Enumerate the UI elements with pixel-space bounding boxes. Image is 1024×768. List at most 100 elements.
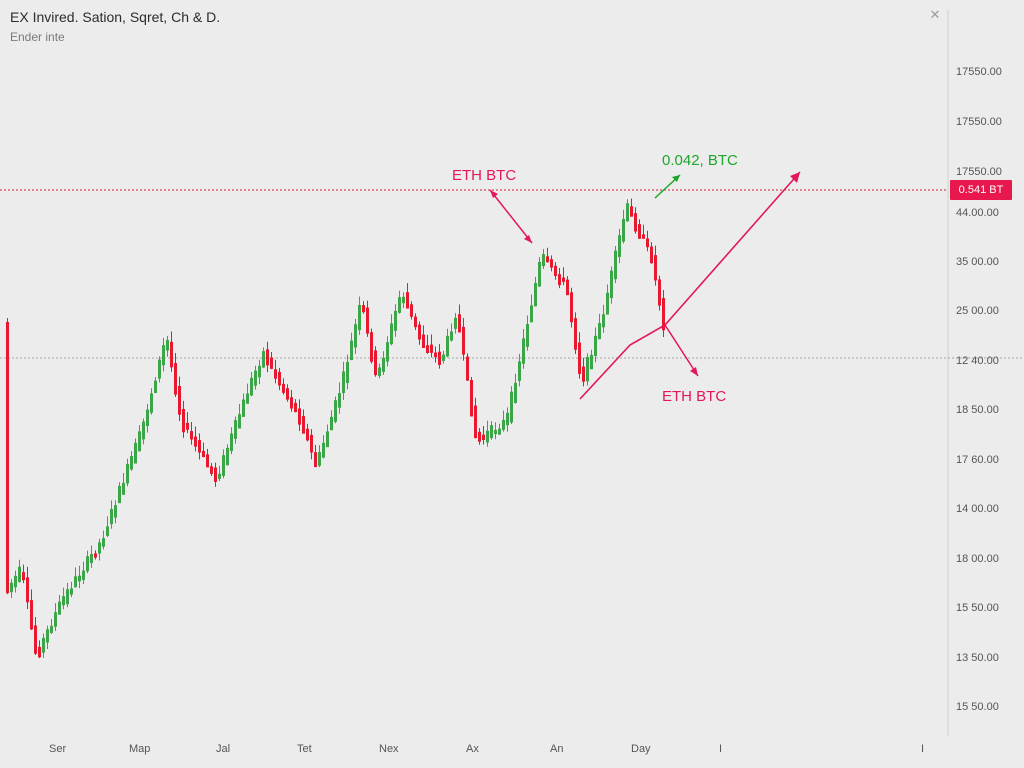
candle-body bbox=[366, 307, 369, 334]
candle-body bbox=[274, 369, 277, 379]
candle-body bbox=[470, 380, 473, 417]
candle-body bbox=[190, 431, 193, 440]
candle-body bbox=[250, 377, 253, 396]
candle-body bbox=[34, 625, 37, 654]
candle-body bbox=[646, 238, 649, 248]
candle-body bbox=[218, 473, 221, 479]
x-tick: I bbox=[921, 743, 924, 755]
candle-body bbox=[382, 357, 385, 372]
candle-body bbox=[54, 612, 57, 627]
candle-body bbox=[230, 433, 233, 452]
candle-body bbox=[510, 391, 513, 423]
candle-body bbox=[406, 292, 409, 309]
candle-body bbox=[362, 305, 365, 313]
candle-body bbox=[590, 354, 593, 370]
x-tick: I bbox=[719, 743, 722, 755]
candle-body bbox=[234, 420, 237, 439]
candle-body bbox=[102, 538, 105, 547]
candle-body bbox=[202, 450, 205, 457]
candle-body bbox=[106, 526, 109, 536]
candle-body bbox=[322, 442, 325, 458]
candle-body bbox=[474, 405, 477, 439]
candle-body bbox=[206, 454, 209, 468]
candle-body bbox=[222, 455, 225, 476]
annotation-label: ETH BTC bbox=[452, 167, 516, 184]
y-tick: 44.00.00 bbox=[956, 207, 999, 219]
x-tick: Ser bbox=[49, 743, 66, 755]
candle-body bbox=[74, 576, 77, 588]
candle-body bbox=[114, 505, 117, 518]
candle-body bbox=[334, 400, 337, 422]
y-tick: 15 50.00 bbox=[956, 701, 999, 713]
candle-body bbox=[282, 383, 285, 393]
candle-body bbox=[130, 456, 133, 470]
candle-body bbox=[134, 442, 137, 464]
candle-body bbox=[414, 316, 417, 328]
annotation-arrow bbox=[664, 324, 699, 377]
candle-body bbox=[294, 402, 297, 413]
y-tick: 14 00.00 bbox=[956, 503, 999, 515]
candle-body bbox=[258, 365, 261, 378]
candle-body bbox=[550, 259, 553, 268]
current-price-badge: 0.541 BT bbox=[950, 180, 1012, 200]
candle-body bbox=[98, 542, 101, 554]
candle-body bbox=[578, 342, 581, 374]
x-tick: Ax bbox=[466, 743, 479, 755]
candle-body bbox=[350, 340, 353, 361]
candle-body bbox=[62, 596, 65, 606]
candle-body bbox=[182, 408, 185, 433]
candle-body bbox=[178, 385, 181, 415]
candle-body bbox=[14, 575, 17, 588]
candle-body bbox=[466, 356, 469, 381]
annotation-arrowhead bbox=[690, 367, 698, 376]
candle-body bbox=[626, 203, 629, 222]
close-icon[interactable]: ✕ bbox=[929, 7, 941, 22]
candle-body bbox=[614, 250, 617, 280]
candle-body bbox=[210, 466, 213, 474]
y-tick: 15 50.00 bbox=[956, 602, 999, 614]
candle-body bbox=[50, 625, 53, 633]
chart-subtitle: Ender inte bbox=[10, 30, 65, 44]
candle-body bbox=[434, 352, 437, 358]
candle-body bbox=[374, 350, 377, 376]
candle-body bbox=[42, 637, 45, 653]
candle-body bbox=[154, 380, 157, 394]
annotations: ETH BTC 0.042, BTC ETH BTC bbox=[452, 152, 801, 405]
candle-body bbox=[126, 464, 129, 484]
candle-body bbox=[390, 323, 393, 345]
candle-body bbox=[78, 575, 81, 582]
candle-body bbox=[306, 428, 309, 441]
candle-body bbox=[514, 382, 517, 403]
candle-body bbox=[490, 425, 493, 439]
candles-group bbox=[6, 198, 665, 659]
candle-body bbox=[438, 351, 441, 365]
candle-body bbox=[426, 345, 429, 353]
candle-body bbox=[142, 421, 145, 440]
candle-body bbox=[82, 570, 85, 580]
y-tick: 35 00.00 bbox=[956, 256, 999, 268]
candle-body bbox=[642, 234, 645, 239]
candle-body bbox=[526, 323, 529, 347]
candle-body bbox=[138, 431, 141, 452]
candle-body bbox=[310, 434, 313, 453]
y-tick: 18 00.00 bbox=[956, 553, 999, 565]
candle-body bbox=[482, 434, 485, 440]
candle-body bbox=[110, 509, 113, 525]
candle-body bbox=[186, 422, 189, 430]
y-tick: 17550.00 bbox=[956, 66, 1002, 78]
y-tick: 17550.00 bbox=[956, 166, 1002, 178]
candle-body bbox=[594, 335, 597, 357]
candle-body bbox=[566, 279, 569, 296]
candle-body bbox=[662, 298, 665, 331]
x-tick: An bbox=[550, 743, 563, 755]
x-tick: Jal bbox=[216, 743, 230, 755]
candle-body bbox=[262, 351, 265, 368]
y-axis-ticks: 17550.00 17550.00 17550.00 44.00.00 35 0… bbox=[956, 66, 1002, 713]
candle-body bbox=[378, 367, 381, 376]
candle-body bbox=[546, 256, 549, 263]
y-tick: 17 60.00 bbox=[956, 454, 999, 466]
candle-body bbox=[630, 206, 633, 217]
candle-body bbox=[486, 430, 489, 443]
candle-body bbox=[58, 601, 61, 615]
candle-body bbox=[86, 556, 89, 572]
